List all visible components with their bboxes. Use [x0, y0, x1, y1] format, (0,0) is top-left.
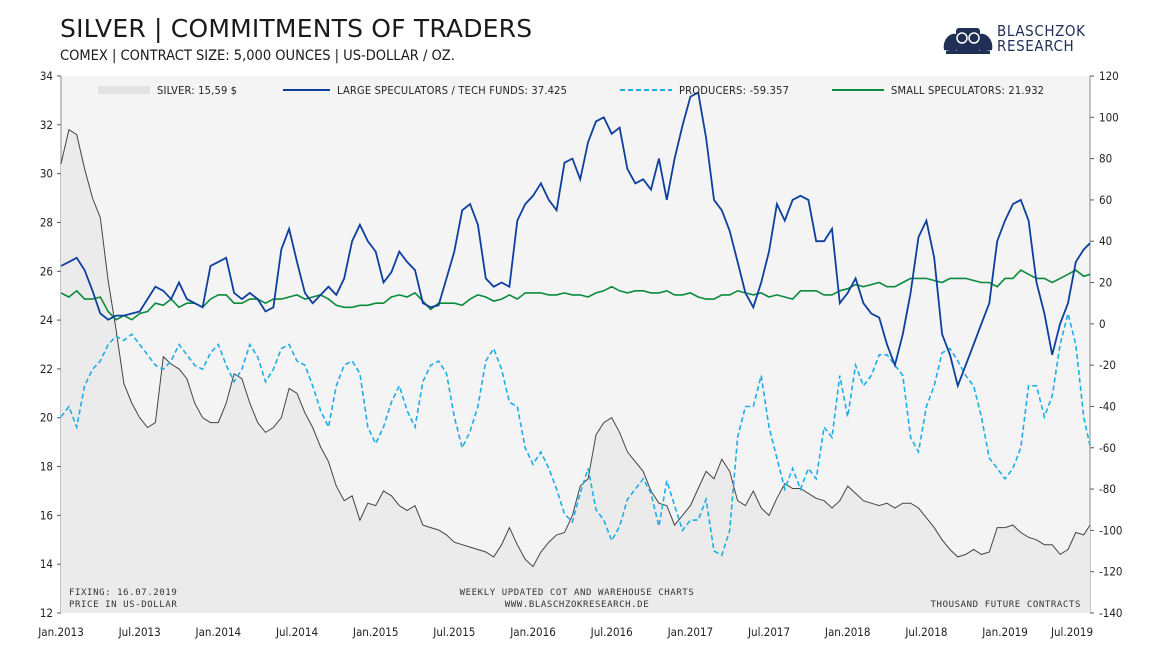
center-note-line2: WWW.BLASCHZOKRESEARCH.DE: [505, 600, 649, 610]
left-tick-label: 14: [40, 557, 53, 571]
small-speculators-line: [60, 269, 1091, 321]
silver-price-line: [60, 128, 1091, 568]
legend-label-producers: PRODUCERS: -59.357: [679, 84, 789, 97]
center-note-line1: WEEKLY UPDATED COT AND WAREHOUSE CHARTS: [460, 588, 695, 598]
brand-line2: RESEARCH: [997, 37, 1075, 55]
x-tick-label: Jul.2019: [1050, 625, 1093, 639]
right-axis: -140 -120 -100 -80 -60 -40 -20 0 20 40 60 80 100 120: [1089, 69, 1122, 620]
left-tick-label: 22: [40, 362, 53, 376]
producers-line: [60, 313, 1091, 557]
left-axis: 12 14 16 18 20 22 24 26 28 30 32 34: [40, 69, 62, 620]
legend-label-large: LARGE SPECULATORS / TECH FUNDS: 37.425: [337, 84, 567, 97]
right-tick-label: -40: [1099, 399, 1116, 413]
right-tick-label: 100: [1099, 110, 1119, 124]
right-tick-label: 120: [1099, 69, 1119, 83]
legend-label-silver: SILVER: 15,59 $: [157, 84, 237, 97]
left-tick-label: 26: [40, 264, 53, 278]
x-tick-label: Jan.2016: [509, 625, 556, 639]
x-tick-label: Jul.2017: [747, 625, 790, 639]
brand-logo: BLASCHZOK RESEARCH: [940, 22, 1100, 58]
left-tick-label: 12: [40, 606, 53, 620]
right-unit-note: THOUSAND FUTURE CONTRACTS: [931, 600, 1081, 610]
brand-line1: BLASCHZOK: [997, 22, 1086, 40]
silver-price-area: [61, 129, 1090, 613]
x-tick-label: Jul.2015: [432, 625, 475, 639]
x-axis: Jan.2013 Jul.2013 Jan.2014 Jul.2014 Jan.2015…: [37, 625, 1093, 639]
brand-name: BLASCHZOK RESEARCH: [997, 24, 1086, 54]
right-tick-label: 40: [1099, 234, 1112, 248]
x-tick-label: Jan.2019: [981, 625, 1028, 639]
fixing-note: FIXING: 16.07.2019: [69, 588, 177, 598]
helmet-emblem-icon: [943, 28, 993, 54]
right-tick-label: 20: [1099, 276, 1112, 290]
left-tick-label: 16: [40, 508, 53, 522]
x-tick-label: Jan.2018: [824, 625, 871, 639]
x-tick-label: Jan.2013: [37, 625, 84, 639]
footnotes: FIXING: 16.07.2019 PRICE IN US-DOLLAR WE…: [69, 588, 1081, 610]
x-tick-label: Jan.2015: [352, 625, 399, 639]
x-tick-label: Jul.2014: [275, 625, 318, 639]
page-subtitle: COMEX | CONTRACT SIZE: 5,000 OUNCES | US…: [60, 48, 455, 64]
right-tick-label: 0: [1099, 317, 1106, 331]
right-tick-label: 60: [1099, 193, 1112, 207]
legend: SILVER: 15,59 $ LARGE SPECULATORS / TECH…: [98, 84, 1044, 97]
left-tick-label: 34: [40, 69, 53, 83]
left-tick-label: 28: [40, 215, 53, 229]
right-tick-label: -60: [1099, 441, 1116, 455]
x-tick-label: Jul.2013: [118, 625, 161, 639]
left-tick-label: 18: [40, 460, 53, 474]
large-speculators-line: [60, 91, 1091, 389]
left-tick-label: 24: [40, 313, 53, 327]
x-tick-label: Jan.2017: [667, 625, 714, 639]
left-tick-label: 32: [40, 118, 53, 132]
left-tick-label: 30: [40, 167, 53, 181]
right-tick-label: -120: [1099, 565, 1122, 579]
right-tick-label: -100: [1099, 523, 1122, 537]
legend-label-small: SMALL SPECULATORS: 21.932: [891, 84, 1044, 97]
right-tick-label: 80: [1099, 152, 1112, 166]
page-title: SILVER | COMMITMENTS OF TRADERS: [60, 14, 533, 43]
x-tick-label: Jan.2014: [195, 625, 242, 639]
left-tick-label: 20: [40, 411, 53, 425]
right-tick-label: -80: [1099, 482, 1116, 496]
legend-swatch-silver: [98, 86, 150, 94]
x-tick-label: Jul.2016: [590, 625, 633, 639]
x-tick-label: Jul.2018: [904, 625, 947, 639]
right-tick-label: -140: [1099, 606, 1122, 620]
right-tick-label: -20: [1099, 358, 1116, 372]
price-unit-note: PRICE IN US-DOLLAR: [69, 600, 177, 610]
series-layer: [60, 91, 1091, 613]
